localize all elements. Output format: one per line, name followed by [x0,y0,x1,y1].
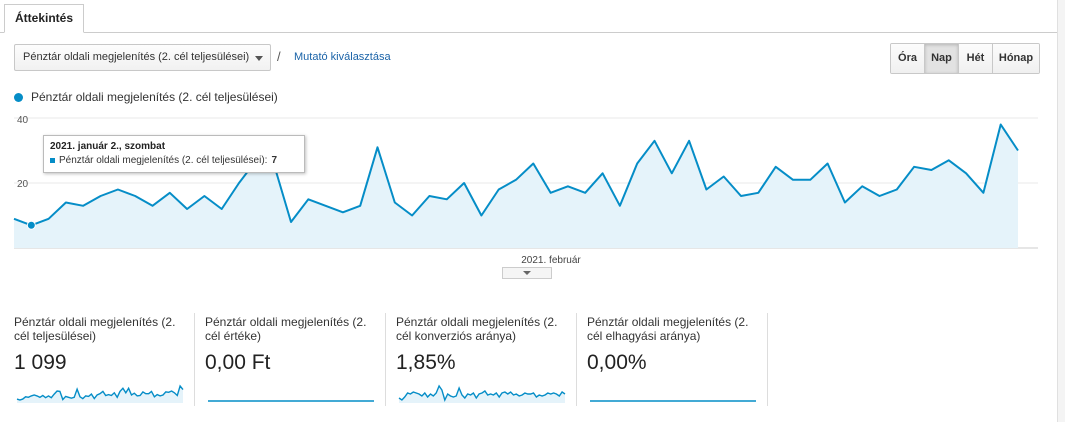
sparkline-area [399,386,565,403]
y-tick-label: 40 [17,115,29,126]
tooltip-marker [50,158,55,163]
chart-legend: Pénztár oldali megjelenítés (2. cél telj… [14,90,278,104]
expand-chart-handle[interactable] [502,267,552,279]
sparkline [590,400,756,402]
line-chart: 40 20 2021. február [13,115,1038,266]
scorecard-label: Pénztár oldali megjelenítés (2. cél konv… [396,315,558,343]
tooltip-series-label: Pénztár oldali megjelenítés (2. cél telj… [59,155,268,166]
sparkline [16,384,184,403]
hover-point [26,220,36,230]
scorecard-label: Pénztár oldali megjelenítés (2. cél elha… [587,315,749,343]
scorecard-value-metric[interactable]: Pénztár oldali megjelenítés (2. cél érté… [205,315,383,407]
chevron-down-icon [523,271,531,275]
period-hour-button[interactable]: Óra [891,44,924,73]
divider [385,313,386,406]
legend-label: Pénztár oldali megjelenítés (2. cél telj… [31,90,278,104]
chart-tooltip: 2021. január 2., szombat Pénztár oldali … [43,135,305,173]
divider [767,313,768,406]
legend-marker [14,92,23,102]
chevron-down-icon [255,56,263,61]
scorecard-label: Pénztár oldali megjelenítés (2. cél érté… [205,315,367,343]
select-metric-link[interactable]: Mutató kiválasztása [294,51,391,63]
period-week-button[interactable]: Hét [958,44,992,73]
scorecard-value: 1,85% [396,351,456,374]
sparkline-line [398,384,566,402]
metric-select[interactable]: Pénztár oldali megjelenítés (2. cél telj… [14,44,271,71]
scorecard-value: 0,00 Ft [205,351,271,374]
series-line [13,123,1019,227]
sparkline [208,400,374,402]
metric-select-value: Pénztár oldali megjelenítés (2. cél telj… [23,51,250,63]
sparkline [398,384,566,403]
period-day-button[interactable]: Nap [924,44,958,73]
scorecard-label: Pénztár oldali megjelenítés (2. cél telj… [14,315,176,343]
tooltip-date: 2021. január 2., szombat [50,141,166,152]
x-tick-label: 2021. február [521,255,581,266]
scorecard-abandonment-rate[interactable]: Pénztár oldali megjelenítés (2. cél elha… [587,315,765,407]
divider [194,313,195,406]
divider [576,313,577,406]
scorecard-value: 1 099 [14,351,67,374]
sparkline-line [16,384,184,401]
separator: / [277,49,281,64]
scorecard-conversion-rate[interactable]: Pénztár oldali megjelenítés (2. cél konv… [396,315,574,407]
sparkline-area [17,386,183,403]
tab-overview[interactable]: Áttekintés [4,4,85,33]
scorecard-value: 0,00% [587,351,647,374]
page-edge [1057,0,1065,422]
scorecard-completions[interactable]: Pénztár oldali megjelenítés (2. cél telj… [14,315,192,407]
period-selector: Óra Nap Hét Hónap [890,43,1040,74]
period-month-button[interactable]: Hónap [992,44,1039,73]
tooltip-value: 7 [271,155,277,166]
y-tick-label: 20 [17,179,29,190]
series-area [14,124,1018,248]
tab-bar: Áttekintés [0,0,1058,33]
